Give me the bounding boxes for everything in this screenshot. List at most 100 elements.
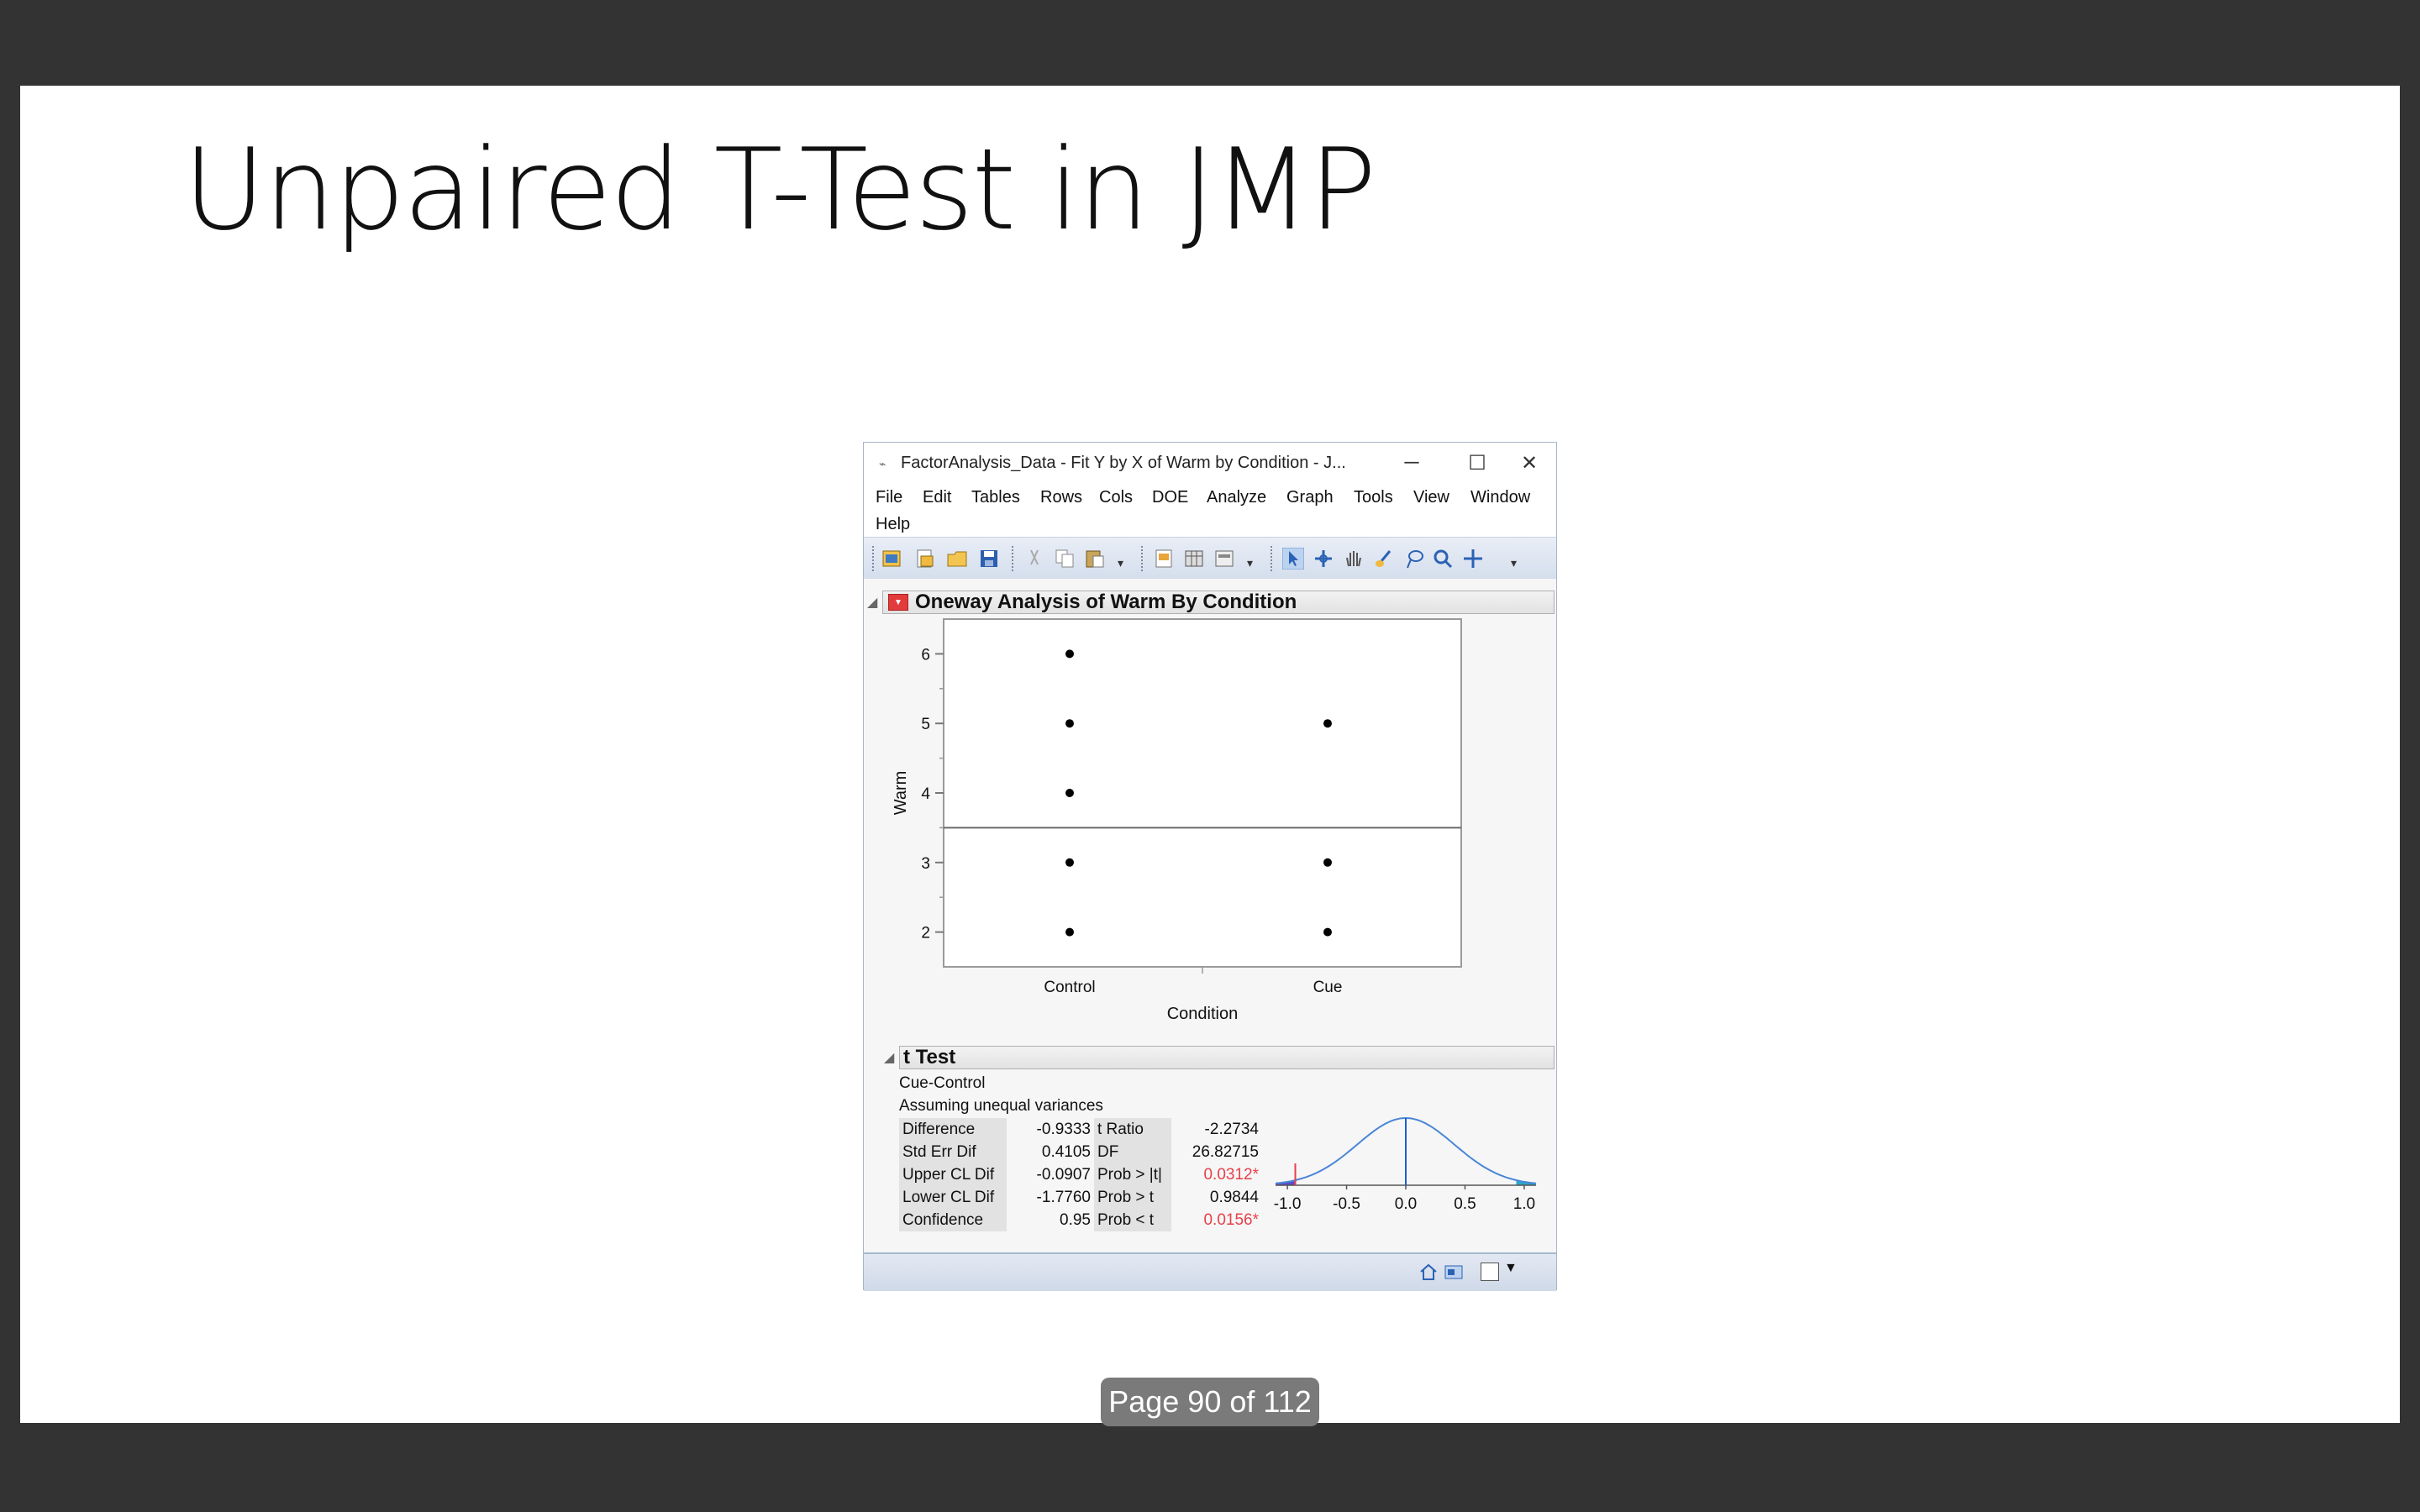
stat-label: DF <box>1094 1141 1171 1163</box>
y-tick-label: 5 <box>921 716 930 733</box>
page-indicator: Page 90 of 112 <box>1101 1378 1319 1426</box>
stat-value: 0.9844 <box>1209 1188 1259 1206</box>
toolbar-grip[interactable] <box>872 546 876 571</box>
x-tick-label: -1.0 <box>1274 1195 1302 1213</box>
window-title: FactorAnalysis_Data - Fit Y by X of Warm… <box>901 453 1346 472</box>
stats-row: Difference -0.9333 t Ratio -2.2734 <box>899 1118 1262 1141</box>
stat-label: Prob > t <box>1094 1186 1171 1209</box>
x-tick-label: 0.0 <box>1395 1195 1417 1213</box>
home-icon[interactable] <box>1418 1263 1439 1281</box>
red-triangle-menu-icon[interactable]: ▼ <box>888 594 908 611</box>
new-script-icon[interactable] <box>914 548 936 570</box>
menu-tools[interactable]: Tools <box>1354 488 1393 507</box>
stat-value: 26.82715 <box>1192 1142 1259 1161</box>
stat-value: -0.9333 <box>1036 1120 1091 1138</box>
x-tick-label: Control <box>1044 979 1095 996</box>
cut-icon[interactable] <box>1023 548 1045 570</box>
data-point <box>1323 719 1332 728</box>
menu-file[interactable]: File <box>876 488 903 507</box>
brush-icon[interactable] <box>1373 548 1395 570</box>
new-data-table-icon[interactable] <box>881 548 902 570</box>
oneway-outline-header[interactable]: ▼ Oneway Analysis of Warm By Condition <box>882 591 1555 614</box>
copy-icon[interactable] <box>1054 548 1076 570</box>
t-distribution-plot: -1.0 -0.5 0.0 0.5 1.0 <box>1274 1116 1537 1213</box>
y-tick-label: 6 <box>921 646 930 664</box>
stat-value: -1.7760 <box>1036 1188 1091 1206</box>
data-point <box>1065 649 1074 659</box>
stat-value: 0.0312* <box>1203 1165 1259 1184</box>
menu-rows[interactable]: Rows <box>1040 488 1083 507</box>
slide-title: Unpaired T-Test in JMP <box>183 124 1376 255</box>
maximize-icon[interactable]: ☐ <box>1468 451 1486 475</box>
paste-icon[interactable] <box>1084 548 1106 570</box>
table-view-icon[interactable] <box>1183 548 1205 570</box>
ttest-assumption: Assuming unequal variances <box>899 1097 1103 1115</box>
stat-label: Confidence <box>899 1209 1007 1231</box>
ttest-comparison: Cue-Control <box>899 1074 986 1092</box>
crosshair-move-icon[interactable] <box>1313 548 1334 570</box>
status-bar: ▼ <box>864 1252 1556 1291</box>
magnifier-icon[interactable] <box>1432 548 1454 570</box>
x-tick-label: Cue <box>1313 979 1343 996</box>
jmp-window: ⌁ FactorAnalysis_Data - Fit Y by X of Wa… <box>863 442 1557 1291</box>
layout-checkbox[interactable] <box>1481 1263 1499 1281</box>
open-folder-icon[interactable] <box>946 548 968 570</box>
stat-value: 0.95 <box>1060 1210 1091 1229</box>
save-icon[interactable] <box>978 548 1000 570</box>
data-point <box>1323 858 1332 867</box>
menu-window[interactable]: Window <box>1470 488 1531 507</box>
data-point <box>1323 927 1332 937</box>
minimize-icon[interactable]: ─ <box>1404 451 1419 474</box>
toolbar-overflow-icon[interactable]: ▾ <box>1247 556 1254 570</box>
toolbar-separator <box>1012 546 1015 571</box>
stat-label: Prob > |t| <box>1094 1163 1171 1186</box>
menu-analyze[interactable]: Analyze <box>1207 488 1267 507</box>
stats-row: Upper CL Dif -0.0907 Prob > |t| 0.0312* <box>899 1163 1262 1186</box>
ttest-stats-table: Difference -0.9333 t Ratio -2.2734 Std Err D… <box>899 1118 1262 1231</box>
oneway-scatter-plot: 2 3 4 5 6 Control Cue Condition Warm <box>892 618 1462 1023</box>
window-list-icon[interactable] <box>1444 1263 1464 1281</box>
stat-label: Std Err Dif <box>899 1141 1007 1163</box>
disclosure-icon[interactable]: ◢ <box>884 1051 895 1065</box>
stat-value: -0.0907 <box>1036 1165 1091 1184</box>
menu-view[interactable]: View <box>1413 488 1449 507</box>
toolbar: ▾ ▾ ▾ <box>864 537 1556 580</box>
disclosure-icon[interactable]: ◢ <box>867 596 878 610</box>
x-tick-label: -0.5 <box>1333 1195 1360 1213</box>
x-tick-label: 1.0 <box>1513 1195 1535 1213</box>
layout-dropdown-icon[interactable]: ▼ <box>1504 1261 1518 1275</box>
stat-value: 0.4105 <box>1041 1142 1091 1161</box>
close-icon[interactable]: ✕ <box>1520 451 1539 475</box>
arrow-select-icon[interactable] <box>1282 548 1304 570</box>
menu-graph[interactable]: Graph <box>1286 488 1334 507</box>
layout-icon[interactable] <box>1213 548 1235 570</box>
toolbar-separator <box>1270 546 1274 571</box>
x-tick-label: 0.5 <box>1454 1195 1476 1213</box>
oneway-header-title: Oneway Analysis of Warm By Condition <box>915 591 1297 613</box>
y-tick-label: 2 <box>921 925 930 942</box>
crosshair-icon[interactable] <box>1462 548 1484 570</box>
report-icon[interactable] <box>1153 548 1175 570</box>
jmp-app-icon: ⌁ <box>879 457 886 470</box>
ttest-outline-header[interactable]: t Test <box>899 1046 1555 1069</box>
stats-row: Lower CL Dif -1.7760 Prob > t 0.9844 <box>899 1186 1262 1209</box>
hand-grabber-icon[interactable] <box>1343 548 1365 570</box>
stat-value: -2.2734 <box>1204 1120 1259 1138</box>
y-axis-label: Warm <box>892 771 910 816</box>
stat-label: Prob < t <box>1094 1209 1171 1231</box>
stat-label: Lower CL Dif <box>899 1186 1007 1209</box>
menu-edit[interactable]: Edit <box>923 488 952 507</box>
menu-help[interactable]: Help <box>876 515 911 533</box>
menu-tables[interactable]: Tables <box>971 488 1020 507</box>
toolbar-overflow-icon[interactable]: ▾ <box>1511 556 1518 570</box>
menu-cols[interactable]: Cols <box>1099 488 1134 507</box>
data-point <box>1065 927 1074 937</box>
plot-frame <box>943 618 1462 968</box>
x-axis-label: Condition <box>1167 1005 1239 1023</box>
menu-doe[interactable]: DOE <box>1152 488 1189 507</box>
stats-row: Confidence 0.95 Prob < t 0.0156* <box>899 1209 1262 1231</box>
lasso-icon[interactable] <box>1403 548 1425 570</box>
y-tick-label: 3 <box>921 855 930 873</box>
toolbar-overflow-icon[interactable]: ▾ <box>1118 556 1124 570</box>
stat-label: t Ratio <box>1094 1118 1171 1141</box>
